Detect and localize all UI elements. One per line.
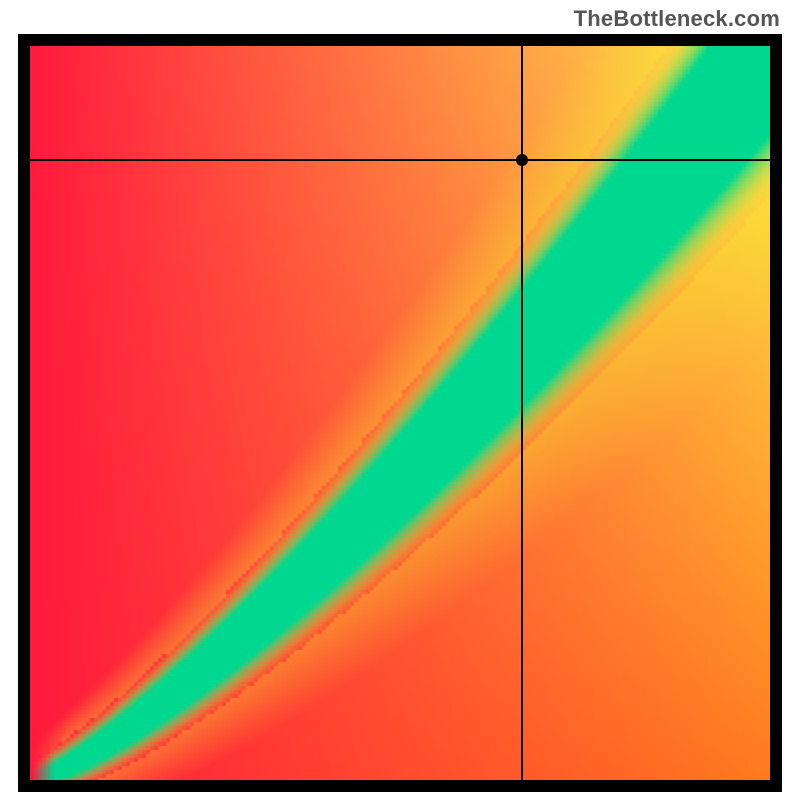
- crosshair-marker: [516, 154, 528, 166]
- chart-container: TheBottleneck.com: [0, 0, 800, 800]
- watermark-text: TheBottleneck.com: [574, 6, 780, 32]
- heatmap-canvas: [30, 46, 770, 780]
- crosshair-horizontal: [30, 159, 770, 161]
